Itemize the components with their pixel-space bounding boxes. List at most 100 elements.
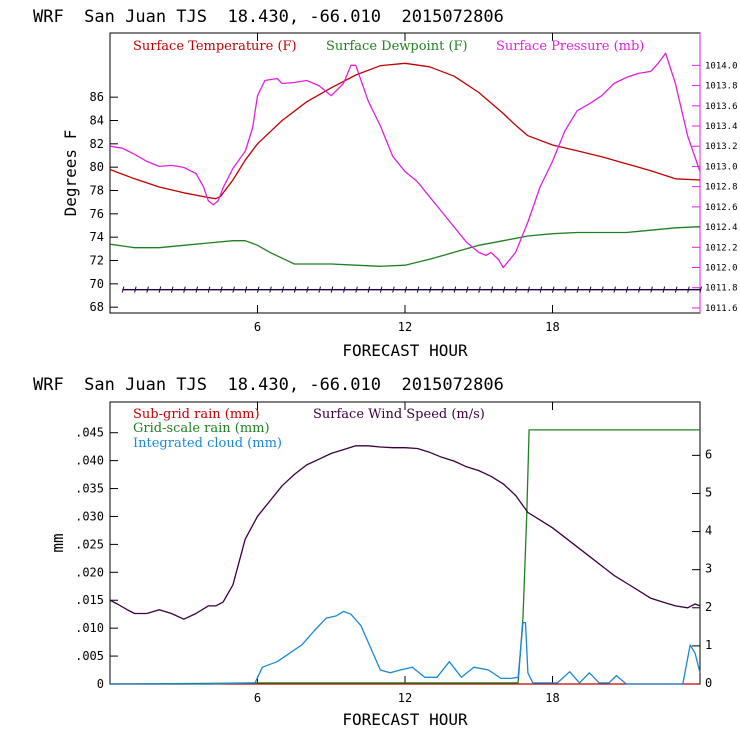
wind-barb — [244, 286, 248, 293]
series-lines — [109, 429, 701, 685]
wind-barb — [343, 286, 346, 293]
wind-barb — [306, 286, 309, 293]
y-tick-label: .015 — [75, 593, 104, 607]
x-tick-label: 6 — [254, 320, 261, 334]
right-y-tick-label: 1012.8 — [705, 183, 738, 193]
right-y-tick-label: 4 — [705, 524, 712, 538]
wind-barb — [502, 286, 506, 293]
legend-integrated-cloud: Integrated cloud (mm) — [133, 436, 282, 451]
wind-barb — [441, 286, 444, 293]
y-tick-label: 82 — [90, 137, 104, 151]
wind-barb — [674, 286, 678, 293]
series-line-surface-pressure — [109, 52, 701, 269]
wind-barb — [429, 286, 432, 293]
wind-barb — [220, 286, 223, 293]
right-y-tick-label: 1012.6 — [705, 203, 738, 213]
legend-surface-temperature: Surface Temperature (F) — [133, 39, 297, 54]
y-axis-label: mm — [48, 533, 67, 552]
wind-barb — [515, 286, 518, 293]
legend-sub-grid-rain: Sub-grid rain (mm) — [133, 407, 260, 422]
y-tick-label: .020 — [75, 565, 104, 579]
wind-barb — [576, 286, 580, 293]
wind-barb — [588, 286, 592, 293]
right-y-tick-label: 5 — [705, 485, 712, 499]
y-tick-label: .045 — [75, 426, 104, 440]
right-y-tick-label: 1013.6 — [705, 102, 738, 112]
wind-barb — [662, 286, 666, 293]
x-tick-label: 18 — [545, 691, 559, 705]
wind-barb — [564, 286, 567, 293]
plot-frame — [109, 32, 701, 314]
wind-barb — [281, 286, 285, 293]
y-tick-label: .010 — [75, 621, 104, 635]
wind-barb — [404, 286, 407, 293]
x-tick-label: 18 — [545, 320, 559, 334]
temperature-panel: WRF San Juan TJS 18.430, -66.010 2015072… — [33, 7, 738, 360]
panel-title: WRF San Juan TJS 18.430, -66.010 2015072… — [33, 7, 504, 27]
y-tick-label: 70 — [90, 277, 104, 291]
axis-ticks: 6 12 180.005.010.015.020.025.030.035.040.0… — [75, 402, 712, 705]
wind-barb — [601, 286, 604, 293]
series-line-grid-scale-rain — [109, 429, 700, 685]
wind-barb — [638, 286, 641, 293]
legend-grid-scale-rain: Grid-scale rain (mm) — [133, 421, 270, 436]
y-tick-label: 0 — [97, 677, 104, 691]
right-y-tick-label: 2 — [705, 600, 712, 614]
wind-barb — [650, 286, 653, 293]
wind-barb — [478, 286, 481, 293]
wind-barb — [293, 286, 297, 293]
axis-ticks: 6 12 18 68 70 72 74 76 78 80 82 84 86 1011.6 1011.8 101… — [90, 33, 738, 334]
right-y-tick-label: 1011.6 — [705, 304, 738, 314]
wind-barb — [379, 286, 383, 293]
y-tick-label: 76 — [90, 207, 104, 221]
wind-barb — [687, 286, 690, 293]
y-tick-label: .035 — [75, 482, 104, 496]
x-tick-label: 12 — [398, 691, 412, 705]
right-y-tick-label: 1012.2 — [705, 243, 738, 253]
wind-barb — [183, 286, 186, 293]
legend-surface-dewpoint: Surface Dewpoint (F) — [326, 39, 468, 54]
legend-surface-wind-speed: Surface Wind Speed (m/s) — [313, 407, 485, 422]
wind-barb — [465, 286, 469, 293]
y-tick-label: 84 — [90, 114, 104, 128]
wind-barb — [134, 286, 137, 293]
panel-title: WRF San Juan TJS 18.430, -66.010 2015072… — [33, 375, 504, 395]
wind-barb — [539, 286, 543, 293]
wind-barb — [625, 286, 629, 293]
wind-barb — [170, 286, 174, 293]
wind-barb — [416, 286, 420, 293]
wind-barb — [146, 286, 149, 293]
wind-barb — [552, 286, 555, 293]
legend-surface-pressure: Surface Pressure (mb) — [496, 39, 644, 54]
x-axis-label: FORECAST HOUR — [342, 341, 468, 360]
y-tick-label: 78 — [90, 184, 104, 198]
wind-barb — [232, 286, 235, 293]
x-axis-label: FORECAST HOUR — [342, 710, 468, 729]
series-lines — [109, 52, 701, 269]
series-line-integrated-cloud — [110, 610, 701, 685]
wind-barb — [490, 286, 494, 293]
right-y-tick-label: 3 — [705, 562, 712, 576]
wind-barb — [355, 286, 358, 293]
wind-barb — [195, 286, 199, 293]
wind-barb — [613, 286, 616, 293]
right-y-tick-label: 0 — [705, 676, 712, 690]
wind-barb — [367, 286, 371, 293]
right-y-tick-label: 1013.4 — [705, 122, 738, 132]
wind-barb — [257, 286, 260, 293]
series-line-surface-wind-speed — [109, 445, 701, 620]
wind-barb — [527, 286, 530, 293]
y-tick-label: 68 — [90, 300, 104, 314]
right-y-tick-label: 1012.0 — [705, 264, 738, 274]
y-tick-label: .005 — [75, 649, 104, 663]
y-tick-label: 86 — [90, 90, 104, 104]
wind-barb — [207, 286, 211, 293]
wind-barb — [121, 286, 125, 293]
right-y-tick-label: 1011.8 — [705, 284, 738, 294]
right-y-tick-label: 1013.2 — [705, 142, 738, 152]
y-tick-label: 80 — [90, 160, 104, 174]
right-y-tick-label: 1014.0 — [705, 61, 738, 71]
right-y-tick-label: 1012.4 — [705, 223, 738, 233]
y-tick-label: .040 — [75, 454, 104, 468]
y-tick-label: .025 — [75, 537, 104, 551]
